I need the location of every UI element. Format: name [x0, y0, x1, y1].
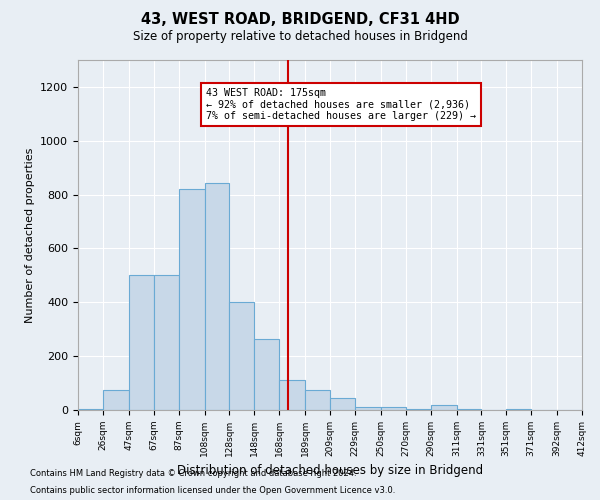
Text: 43 WEST ROAD: 175sqm
← 92% of detached houses are smaller (2,936)
7% of semi-det: 43 WEST ROAD: 175sqm ← 92% of detached h… — [206, 88, 476, 122]
Bar — [457, 408, 481, 410]
Bar — [179, 189, 205, 410]
Bar — [154, 276, 179, 410]
Bar — [431, 404, 457, 410]
Bar — [279, 380, 305, 410]
Bar — [254, 338, 279, 410]
Bar — [355, 408, 381, 410]
Text: Size of property relative to detached houses in Bridgend: Size of property relative to detached ho… — [133, 30, 467, 43]
Bar — [506, 408, 531, 410]
Text: 43, WEST ROAD, BRIDGEND, CF31 4HD: 43, WEST ROAD, BRIDGEND, CF31 4HD — [140, 12, 460, 28]
Text: Contains public sector information licensed under the Open Government Licence v3: Contains public sector information licen… — [30, 486, 395, 495]
Bar — [78, 408, 103, 410]
Bar — [103, 390, 129, 410]
Y-axis label: Number of detached properties: Number of detached properties — [25, 148, 35, 322]
Bar — [305, 390, 330, 410]
X-axis label: Distribution of detached houses by size in Bridgend: Distribution of detached houses by size … — [177, 464, 483, 477]
Bar — [229, 302, 254, 410]
Bar — [406, 408, 431, 410]
Bar — [129, 276, 154, 410]
Text: Contains HM Land Registry data © Crown copyright and database right 2024.: Contains HM Land Registry data © Crown c… — [30, 468, 356, 477]
Bar — [381, 408, 406, 410]
Bar — [330, 398, 355, 410]
Bar — [205, 182, 229, 410]
